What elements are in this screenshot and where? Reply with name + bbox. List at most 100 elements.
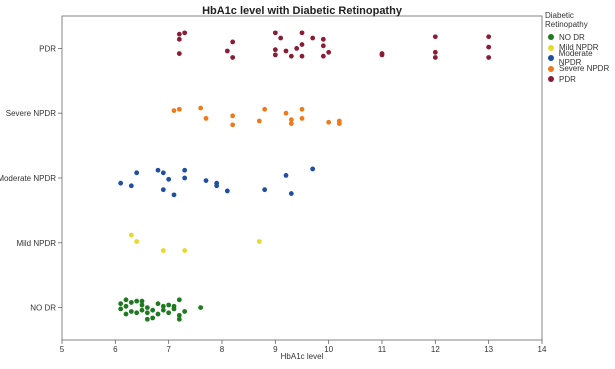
data-point <box>262 187 268 193</box>
x-tick-label: 8 <box>220 345 225 354</box>
x-tick-label: 12 <box>431 345 440 354</box>
data-point <box>176 297 182 303</box>
data-point <box>123 303 129 309</box>
x-tick-label: 9 <box>273 345 278 354</box>
data-point <box>166 310 172 316</box>
data-point <box>272 30 278 36</box>
data-point <box>320 43 326 49</box>
legend-label: Severe NPDR <box>559 64 610 74</box>
data-point <box>288 53 294 59</box>
data-point <box>336 121 342 126</box>
data-point <box>128 232 134 238</box>
data-point <box>310 166 316 172</box>
data-point <box>171 192 177 198</box>
data-point <box>150 307 156 313</box>
data-point <box>176 316 182 322</box>
data-point <box>299 106 305 112</box>
legend-label: NO DR <box>559 32 585 42</box>
data-point <box>150 315 156 321</box>
data-point <box>256 118 262 124</box>
data-point <box>283 173 289 178</box>
data-point <box>182 167 188 173</box>
legend-item: Moderate NPDR <box>545 49 615 67</box>
data-point <box>230 39 236 45</box>
x-tick-label: 10 <box>324 345 333 354</box>
data-point <box>160 307 166 313</box>
legend-item: NO DR <box>545 32 615 43</box>
legend-marker <box>548 65 554 72</box>
data-point <box>283 48 289 54</box>
x-tick-label: 14 <box>538 345 547 354</box>
data-point <box>139 302 145 308</box>
data-point <box>171 303 177 309</box>
data-point <box>203 115 209 121</box>
data-point <box>144 316 150 322</box>
legend-marker <box>548 76 554 83</box>
legend-label: Moderate NPDR <box>558 49 593 68</box>
data-point <box>160 187 166 193</box>
legend-item: Mild NPDR <box>545 43 615 54</box>
data-point <box>198 305 204 310</box>
data-point <box>214 183 220 189</box>
data-point <box>278 35 284 41</box>
legend-label: PDR <box>559 74 576 84</box>
plot-frame <box>61 15 543 341</box>
data-point <box>326 49 332 55</box>
data-point <box>176 31 182 37</box>
legend-marker <box>548 44 554 51</box>
data-point <box>294 46 300 51</box>
data-point <box>256 239 262 244</box>
data-point <box>486 34 492 40</box>
data-point <box>160 303 166 309</box>
legend: Diabetic Retinopathy NO DR Mild NPDR Moder… <box>545 11 615 85</box>
y-tick-label: Mild NPDR <box>16 239 56 248</box>
data-point <box>320 36 326 42</box>
data-point <box>288 121 294 126</box>
data-point <box>288 191 294 196</box>
data-point <box>123 311 129 317</box>
data-point <box>262 106 268 112</box>
y-tick-label: Severe NPDR <box>6 109 56 118</box>
legend-item: PDR <box>545 74 615 85</box>
data-point <box>144 310 150 316</box>
data-point <box>144 305 150 310</box>
data-point <box>176 312 182 318</box>
legend-marker <box>548 55 554 62</box>
data-point <box>134 239 140 244</box>
data-point <box>230 113 236 119</box>
data-point <box>160 248 166 253</box>
x-tick-label: 11 <box>378 345 387 354</box>
data-point <box>134 298 140 304</box>
data-point <box>486 55 492 60</box>
data-point <box>134 170 140 176</box>
data-point <box>432 34 438 40</box>
data-point <box>224 48 230 54</box>
data-point <box>166 302 172 308</box>
y-tick-label: Moderate NPDR <box>0 174 56 183</box>
data-point <box>128 183 134 189</box>
data-point <box>432 49 438 55</box>
data-point <box>272 47 278 53</box>
data-point <box>326 119 332 125</box>
data-point <box>160 170 166 176</box>
data-point <box>182 248 188 253</box>
data-point <box>203 178 209 183</box>
data-point <box>176 106 182 112</box>
data-point <box>182 30 188 36</box>
data-point <box>272 52 278 58</box>
data-point <box>139 298 145 304</box>
data-point <box>139 307 145 313</box>
data-point <box>118 180 124 186</box>
x-tick-label: 13 <box>484 345 493 354</box>
x-axis-label: HbA1c level <box>280 352 324 361</box>
data-point <box>310 35 316 41</box>
data-point <box>299 53 305 59</box>
data-point <box>299 115 305 121</box>
data-point <box>320 53 326 59</box>
data-point <box>299 30 305 36</box>
legend-title: Diabetic Retinopathy <box>545 11 588 29</box>
legend-label: Mild NPDR <box>559 43 599 53</box>
data-point <box>155 301 161 307</box>
